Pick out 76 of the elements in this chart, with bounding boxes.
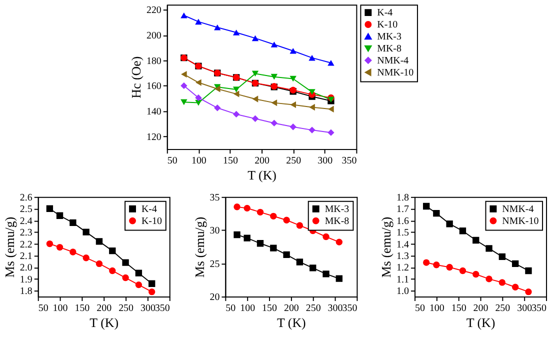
x-tick-label: 50	[226, 302, 236, 314]
x-tick-label: 200	[284, 302, 299, 314]
x-tick-label: 100	[191, 156, 206, 167]
x-axis-title: T (K)	[466, 314, 496, 330]
legend-label: K-4	[377, 8, 393, 19]
y-tick-label: 1.2	[396, 262, 410, 274]
y-tick-label: 2.1	[20, 250, 32, 262]
legend-label: NMK-10	[377, 67, 414, 78]
x-tick-label: 100	[429, 302, 444, 314]
x-tick-label: 50	[38, 302, 48, 314]
y-tick-label: 25	[210, 258, 220, 270]
y-axis-title: Ms (emu/g)	[378, 216, 394, 278]
x-tick-label: 150	[451, 302, 466, 314]
x-tick-label: 100	[240, 302, 256, 314]
y-tick-label: 2.2	[20, 239, 32, 250]
y-tick-label: 2.3	[20, 228, 32, 239]
x-axis-title: T (K)	[248, 167, 276, 182]
x-axis-title: T (K)	[277, 314, 306, 330]
y-tick-label: 30	[210, 226, 220, 237]
y-tick-label: 1.6	[396, 216, 410, 227]
y-tick-label: 1.1	[396, 274, 410, 286]
legend-label: MK-8	[324, 216, 350, 227]
x-tick-label: 250	[118, 302, 134, 314]
x-tick-label: 350	[342, 302, 358, 314]
y-axis-title: Ms (emu/g)	[2, 216, 17, 278]
y-tick-label: 2.6	[20, 192, 32, 204]
y-axis-title: Ms (emu/g)	[192, 216, 207, 278]
y-axis-title: Hc (Oe)	[128, 56, 144, 98]
y-tick-label: 2.0	[20, 262, 32, 274]
legend-label: K-10	[377, 20, 398, 31]
y-tick-label: 35	[210, 192, 220, 204]
x-tick-label: 300	[517, 302, 532, 314]
x-tick-label: 300	[318, 156, 333, 167]
x-tick-label: 150	[262, 302, 278, 314]
y-tick-label: 2.4	[20, 216, 32, 227]
y-tick-label: 2.5	[20, 204, 32, 216]
legend-label: NMK-4	[502, 204, 534, 215]
y-tick-label: 160	[146, 81, 162, 92]
y-tick-label: 180	[146, 56, 162, 67]
y-tick-label: 1.0	[396, 286, 410, 298]
y-tick-label: 1.8	[20, 286, 32, 298]
y-tick-label: 1.7	[396, 204, 410, 216]
x-tick-label: 250	[495, 302, 510, 314]
x-tick-label: 200	[473, 302, 488, 314]
x-tick-label: 150	[74, 302, 90, 314]
legend-label: MK-3	[324, 204, 350, 215]
x-tick-label: 50	[167, 156, 178, 167]
x-tick-label: 200	[254, 156, 270, 167]
x-tick-label: 200	[96, 302, 112, 314]
y-tick-label: 1.3	[396, 250, 410, 262]
y-tick-label: 1.9	[20, 274, 32, 286]
y-tick-label: 1.4	[396, 239, 410, 250]
x-axis-title: T (K)	[90, 314, 119, 330]
x-tick-label: 350	[154, 302, 170, 314]
legend-label: MK-3	[377, 31, 402, 42]
x-tick-label: 150	[223, 156, 238, 167]
y-tick-label: 120	[146, 132, 162, 143]
x-tick-label: 100	[52, 302, 68, 314]
y-tick-label: 1.5	[396, 228, 410, 239]
y-tick-label: 1.8	[396, 192, 410, 204]
x-tick-label: 300	[328, 302, 343, 314]
legend-label: MK-8	[377, 43, 402, 54]
legend-label: K-4	[141, 204, 157, 215]
legend-label: NMK-10	[502, 216, 539, 227]
x-tick-label: 250	[306, 302, 321, 314]
x-tick-label: 350	[342, 156, 357, 167]
x-tick-label: 300	[140, 302, 156, 314]
y-tick-label: 220	[146, 5, 162, 16]
x-tick-label: 50	[414, 302, 425, 314]
x-tick-label: 350	[532, 302, 547, 314]
y-tick-label: 200	[146, 30, 162, 42]
y-tick-label: 140	[146, 106, 162, 118]
legend-label: K-10	[141, 216, 162, 227]
legend-label: NMK-4	[377, 55, 409, 66]
y-tick-label: 20	[210, 292, 220, 304]
x-tick-label: 250	[286, 156, 302, 167]
